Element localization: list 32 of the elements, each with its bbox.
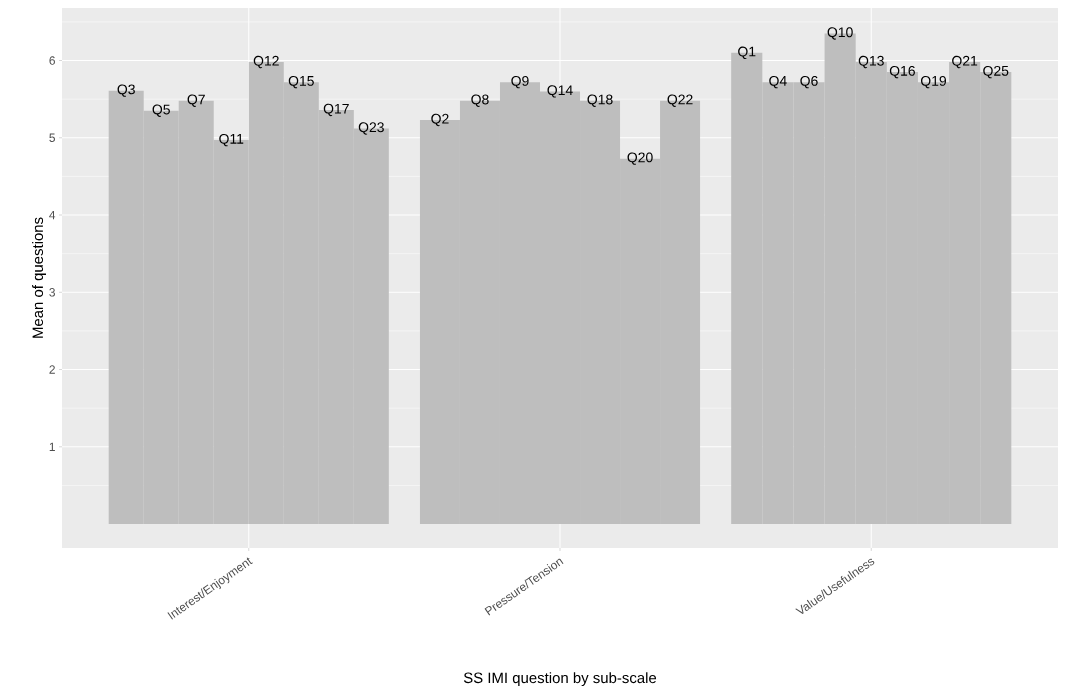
series-label: Q1 [738, 46, 756, 59]
y-tick-label: 3 [49, 288, 55, 297]
y-tick-label: 6 [49, 56, 55, 65]
series-label: Q15 [288, 75, 314, 89]
series-label: Q18 [587, 94, 613, 107]
series-label: Q4 [769, 75, 787, 89]
y-tick-label: 1 [49, 442, 55, 451]
series-label: Q23 [358, 122, 384, 135]
series-label: Q12 [253, 55, 279, 69]
series-label: Q11 [219, 133, 244, 147]
series-label: Q10 [827, 27, 853, 40]
series-label: Q21 [952, 55, 978, 69]
series-label: Q2 [431, 113, 449, 127]
series-label: Q8 [471, 94, 489, 107]
series-label: Q20 [627, 152, 653, 165]
series-label: Q19 [920, 75, 947, 89]
x-axis-title: SS IMI question by sub-scale [463, 672, 657, 687]
y-axis-title: Mean of questions [32, 217, 46, 338]
series-label: Q22 [667, 94, 693, 107]
y-tick-label: 2 [49, 365, 55, 374]
series-label: Q3 [117, 84, 135, 97]
series-label: Q14 [547, 85, 573, 98]
y-tick-label: 5 [49, 133, 55, 142]
series-label: Q5 [152, 104, 170, 117]
series-label: Q17 [323, 103, 349, 117]
series-label: Q6 [800, 75, 818, 89]
series-label: Q7 [187, 94, 205, 107]
series-label: Q9 [511, 75, 529, 89]
series-label: Q16 [889, 65, 915, 79]
series-label: Q13 [858, 55, 884, 69]
y-tick-label: 4 [49, 210, 56, 220]
series-label: Q25 [983, 65, 1009, 79]
